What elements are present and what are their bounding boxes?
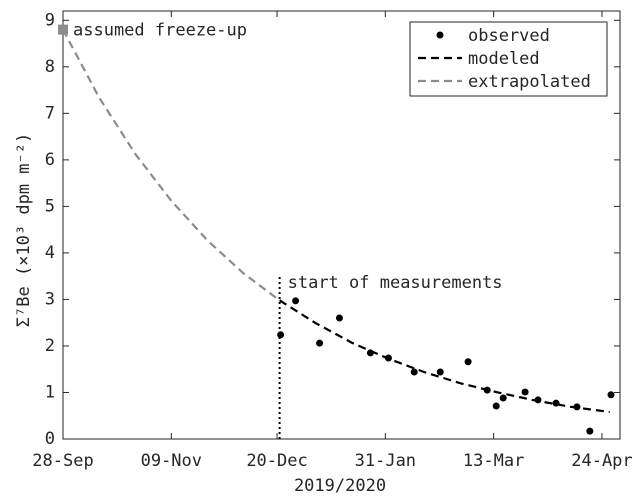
data-point — [499, 394, 507, 402]
legend-symbol — [436, 31, 444, 39]
legend-label: observed — [468, 26, 550, 46]
data-point — [292, 297, 300, 305]
x-tick-label: 09-Nov — [141, 451, 202, 471]
data-point — [335, 314, 343, 322]
x-axis-label: 2019/2020 — [294, 476, 386, 496]
plot-frame — [62, 10, 621, 440]
data-point — [464, 358, 472, 366]
x-tick-label: 31-Jan — [355, 451, 416, 471]
y-tick-label: 2 — [45, 336, 55, 356]
y-tick-label: 6 — [45, 150, 55, 170]
x-tick-label: 24-Apr — [571, 451, 632, 471]
y-tick-label: 5 — [45, 196, 55, 216]
y-tick-label: 0 — [45, 429, 55, 449]
y-tick-label: 9 — [45, 10, 55, 30]
data-point — [277, 331, 285, 339]
data-point — [492, 402, 500, 410]
data-point — [586, 427, 594, 435]
x-tick-label: 20-Dec — [246, 451, 307, 471]
data-line — [62, 29, 281, 302]
data-point — [436, 368, 444, 376]
data-point — [410, 368, 418, 376]
legend-label: modeled — [468, 49, 540, 69]
y-tick-label: 8 — [45, 57, 55, 77]
y-tick-label: 4 — [45, 243, 55, 263]
x-tick-label: 28-Sep — [32, 451, 93, 471]
annotation: assumed freeze-up — [73, 21, 247, 41]
annotation: start of measurements — [288, 273, 503, 293]
y-tick-label: 3 — [45, 289, 55, 309]
data-line — [279, 299, 610, 414]
data-point — [521, 388, 529, 396]
y-tick-label: 1 — [45, 382, 55, 402]
data-point — [316, 339, 324, 347]
legend-label: extrapolated — [468, 72, 591, 92]
x-tick-label: 13-Mar — [463, 451, 524, 471]
y-tick-label: 7 — [45, 103, 55, 123]
data-point — [607, 391, 615, 399]
y-axis-label: Σ⁷Be (×10³ dpm m⁻²) — [14, 133, 34, 327]
